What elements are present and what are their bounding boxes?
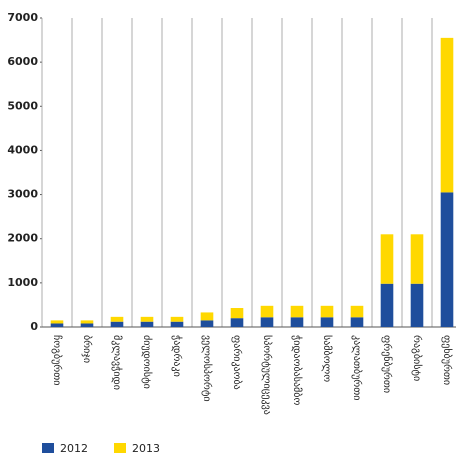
bar-segment — [170, 316, 184, 322]
x-tick-label: სამბოლო — [321, 335, 333, 382]
bar-segment — [140, 316, 154, 322]
bar-segment — [380, 283, 394, 327]
x-tick-label: ჭიდაობასამბო — [291, 335, 303, 405]
x-tick-label: ფარიკაობა — [231, 335, 243, 390]
y-tick-label: 5000 — [7, 99, 38, 112]
bar-segment — [80, 320, 94, 324]
y-tick-label: 7000 — [7, 11, 38, 24]
y-tick-label: 3000 — [7, 188, 38, 201]
bar-segment — [170, 321, 184, 327]
y-tick-label: 4000 — [7, 143, 38, 156]
bar-segment — [110, 321, 124, 327]
bar-segment — [410, 234, 424, 284]
y-tick-label: 6000 — [7, 55, 38, 68]
bar-segment — [440, 37, 454, 193]
bar-segment — [320, 317, 334, 327]
bar-segment — [290, 317, 304, 327]
legend-swatch — [114, 443, 126, 453]
x-tick-label: ჩოგბურთი — [51, 335, 63, 385]
x-tick-label: მკლავჭიდი — [111, 335, 123, 390]
legend-swatch — [42, 443, 54, 453]
bar-segment — [140, 321, 154, 327]
bar-segment — [80, 323, 94, 327]
x-tick-label: სპორტულიცეკვა — [261, 335, 273, 415]
bar-segment — [380, 234, 394, 284]
bar-segment — [50, 323, 64, 327]
bar-segment — [410, 283, 424, 327]
x-tick-label: კალათბურთი — [351, 335, 363, 400]
bar-segment — [350, 317, 364, 327]
bar-segment — [230, 308, 244, 319]
bar-segment — [110, 316, 124, 322]
bar-segment — [320, 305, 334, 318]
bar-segment — [200, 312, 214, 321]
bar-segment — [260, 317, 274, 327]
bar-segment — [230, 318, 244, 327]
bar-segment — [440, 192, 454, 327]
bar-segment — [350, 305, 364, 318]
bar-segment — [290, 305, 304, 318]
bar-segment — [260, 305, 274, 318]
y-tick-label: 1000 — [7, 276, 38, 289]
x-tick-label: ჭადრაკი — [171, 335, 183, 377]
y-tick-label: 2000 — [7, 232, 38, 245]
x-tick-label: ბრიჯი — [81, 335, 93, 363]
legend-label: 2013 — [132, 442, 160, 455]
x-tick-label: ფრენბურთი — [381, 335, 393, 393]
y-tick-label: 0 — [30, 320, 38, 333]
legend-label: 2012 — [60, 442, 88, 455]
bar-segment — [50, 320, 64, 324]
bar-segment — [200, 320, 214, 327]
x-tick-label: რაგბისტი — [411, 335, 423, 381]
x-tick-label: ძიუდოისტი — [141, 335, 153, 389]
x-tick-label: ფეხბურთი — [441, 335, 453, 385]
x-tick-label: ველოსპორტი — [201, 335, 213, 402]
